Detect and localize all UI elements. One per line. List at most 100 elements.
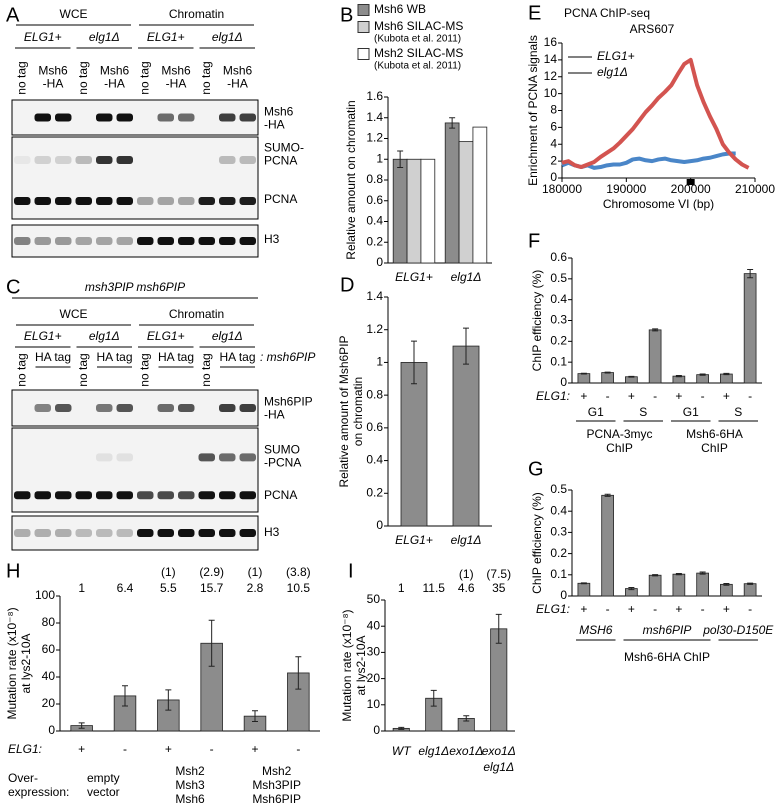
y-tick-label: 12 [544,69,558,83]
x-tick-label: exo1Δ [449,744,483,758]
y-axis-label: ChIP efficiency (%) [530,492,544,594]
lane-label: no tag [137,353,151,386]
relative-label: (2.9) [199,565,224,579]
y-tick-label: 0 [376,518,383,532]
lane-label: -HA [227,77,248,91]
x-tick-label: - [653,602,657,616]
relative-label: (7.5) [486,567,511,581]
relative-label: (1) [161,565,176,579]
line [561,57,750,170]
bar [490,628,508,732]
panel-letter: D [340,274,354,296]
fraction-label: Chromatin [169,7,224,21]
band [239,529,256,537]
group-label: Msh3 [175,778,205,792]
phase-label: S [734,405,742,419]
x-tick-label: - [296,742,300,756]
relative-label: (1) [248,565,263,579]
y-axis-label: on chromatin [351,377,365,446]
y-tick-label: 6 [550,120,557,134]
group-label: Msh3PIP [252,778,301,792]
x-tick-label: + [580,602,587,616]
fold-label: 35 [492,581,506,595]
error-bar [628,375,635,378]
band [96,453,113,462]
band [14,237,31,245]
blot-panel [11,515,259,551]
lane-label: no tag [199,353,213,386]
x-tick-label: ELG1+ [395,270,433,284]
band [178,404,195,412]
fraction-label: Chromatin [169,307,224,321]
band [239,113,256,122]
band [198,453,215,462]
fold-label: 11.5 [423,581,446,595]
fold-label: 5.5 [160,581,177,595]
band [239,237,256,245]
y-tick-label: 0.2 [550,334,567,348]
fold-label: 1 [78,581,85,595]
band [157,113,174,122]
y-tick-label: 30 [367,645,381,659]
x-tick-label: - [701,389,705,403]
x-tick-label: ELG1+ [395,533,433,547]
band [239,155,256,164]
genotype-label: elg1Δ [89,30,120,44]
band [55,155,72,164]
fraction-label: WCE [60,7,88,21]
bar [720,583,733,597]
bar [648,574,662,597]
x-axis-label: Chromosome VI (bp) [603,197,714,211]
error-bar [723,372,730,376]
x-tick-label: + [723,602,730,616]
y-axis-label: ChIP efficiency (%) [530,270,544,372]
x-tick-label: + [723,389,730,403]
panel-letter: F [528,230,540,252]
genotype-label: elg1Δ [212,329,243,343]
line [561,151,736,170]
y-tick-label: 0.4 [550,503,567,517]
y-tick-label: 14 [544,52,558,66]
genotype-label: ELG1+ [147,329,185,343]
lane-label: -HA [166,77,187,91]
bar [625,376,638,384]
x-tick-label: 210000 [735,182,775,196]
band [157,196,174,205]
lane-label: no tag [14,353,28,386]
genotype-label: elg1Δ [212,30,243,44]
error-bar [398,726,405,730]
lane-label: HA tag [158,350,194,364]
band [34,113,51,122]
y-tick-label: 8 [550,103,557,117]
panel-letter: E [528,2,541,24]
y-tick-label: 0.4 [550,292,567,306]
band [178,113,195,122]
band [34,155,51,164]
x-tick-label: + [251,742,258,756]
error-bar [675,573,682,576]
y-tick-label: 0.8 [366,387,383,401]
legend-label: ELG1+ [597,49,635,63]
band [55,404,72,412]
legend-note: (Kubota et al. 2011) [374,34,461,45]
y-tick-label: 0.1 [550,567,567,581]
band [116,237,133,245]
error-bar [252,710,258,723]
x-tick-label: + [165,742,172,756]
error-bar [165,689,172,711]
band [198,237,215,245]
genotype-label: ELG1+ [24,329,62,343]
panel-letter: I [348,560,354,582]
band [137,491,154,500]
error-bar [580,372,587,375]
x-tick-label: + [78,742,85,756]
x-tick-label: + [675,602,682,616]
band [116,529,133,537]
band [75,529,92,537]
band [178,529,195,537]
band [198,529,215,537]
error-bar [652,328,659,332]
bar [601,494,614,597]
band-label: SUMO- [264,141,304,155]
